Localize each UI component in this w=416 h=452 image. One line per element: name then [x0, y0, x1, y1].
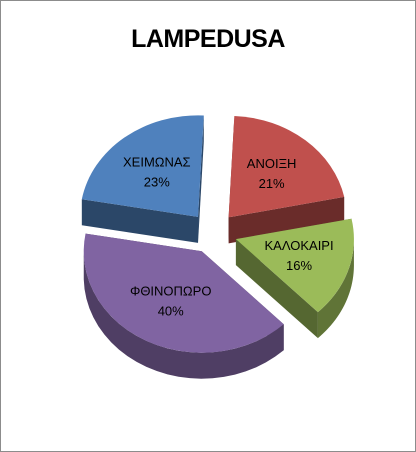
- chart-title: LAMPEDUSA: [131, 25, 285, 53]
- pie-slice-1: [228, 115, 345, 218]
- pie-slice-wall: [235, 239, 318, 339]
- slice-value-label: 21%: [259, 176, 285, 191]
- pie-slice-0: [81, 115, 204, 217]
- pie-slice-wall: [198, 115, 204, 243]
- pie-slice-3: [83, 233, 284, 353]
- slice-value-label: 40%: [158, 303, 184, 318]
- pie-slice-side: [317, 240, 354, 339]
- slice-value-label: 16%: [286, 258, 312, 273]
- slice-category-label: ΧΕΙΜΩΝΑΣ: [123, 154, 191, 169]
- slice-category-label: ΚΑΛΟΚΑΙΡΙ: [264, 238, 333, 253]
- pie-slice-2: [235, 218, 354, 313]
- slice-category-label: ΑΝΟΙΞΗ: [247, 156, 297, 171]
- slice-category-label: ΦΘΙΝΟΠΩΡΟ: [130, 283, 212, 298]
- pie-slice-wall: [228, 196, 345, 244]
- pie-slice-side: [83, 253, 284, 379]
- slice-value-label: 23%: [144, 174, 170, 189]
- pie-slice-wall: [81, 199, 199, 243]
